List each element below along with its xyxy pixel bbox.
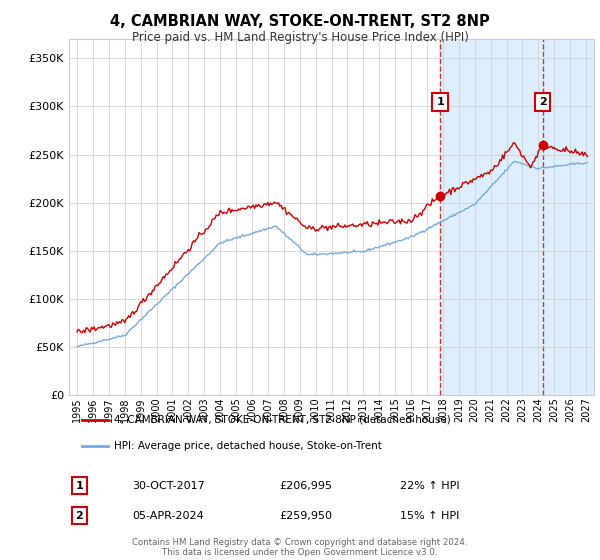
Bar <box>542 39 594 395</box>
Text: £206,995: £206,995 <box>279 480 332 491</box>
Text: 1: 1 <box>436 97 444 106</box>
Text: Contains HM Land Registry data © Crown copyright and database right 2024.
This d: Contains HM Land Registry data © Crown c… <box>132 538 468 557</box>
Text: 4, CAMBRIAN WAY, STOKE-ON-TRENT, ST2 8NP: 4, CAMBRIAN WAY, STOKE-ON-TRENT, ST2 8NP <box>110 14 490 29</box>
Text: 2: 2 <box>539 97 547 106</box>
Bar <box>542 39 594 395</box>
Text: 1: 1 <box>76 480 83 491</box>
Text: 4, CAMBRIAN WAY, STOKE-ON-TRENT, ST2 8NP (detached house): 4, CAMBRIAN WAY, STOKE-ON-TRENT, ST2 8NP… <box>113 414 451 424</box>
Text: 22% ↑ HPI: 22% ↑ HPI <box>400 480 460 491</box>
Text: 30-OCT-2017: 30-OCT-2017 <box>132 480 205 491</box>
Text: 05-APR-2024: 05-APR-2024 <box>132 511 204 521</box>
Text: £259,950: £259,950 <box>279 511 332 521</box>
Text: HPI: Average price, detached house, Stoke-on-Trent: HPI: Average price, detached house, Stok… <box>113 441 382 451</box>
Text: 15% ↑ HPI: 15% ↑ HPI <box>400 511 459 521</box>
Bar <box>440 39 542 395</box>
Text: Price paid vs. HM Land Registry's House Price Index (HPI): Price paid vs. HM Land Registry's House … <box>131 31 469 44</box>
Text: 2: 2 <box>76 511 83 521</box>
